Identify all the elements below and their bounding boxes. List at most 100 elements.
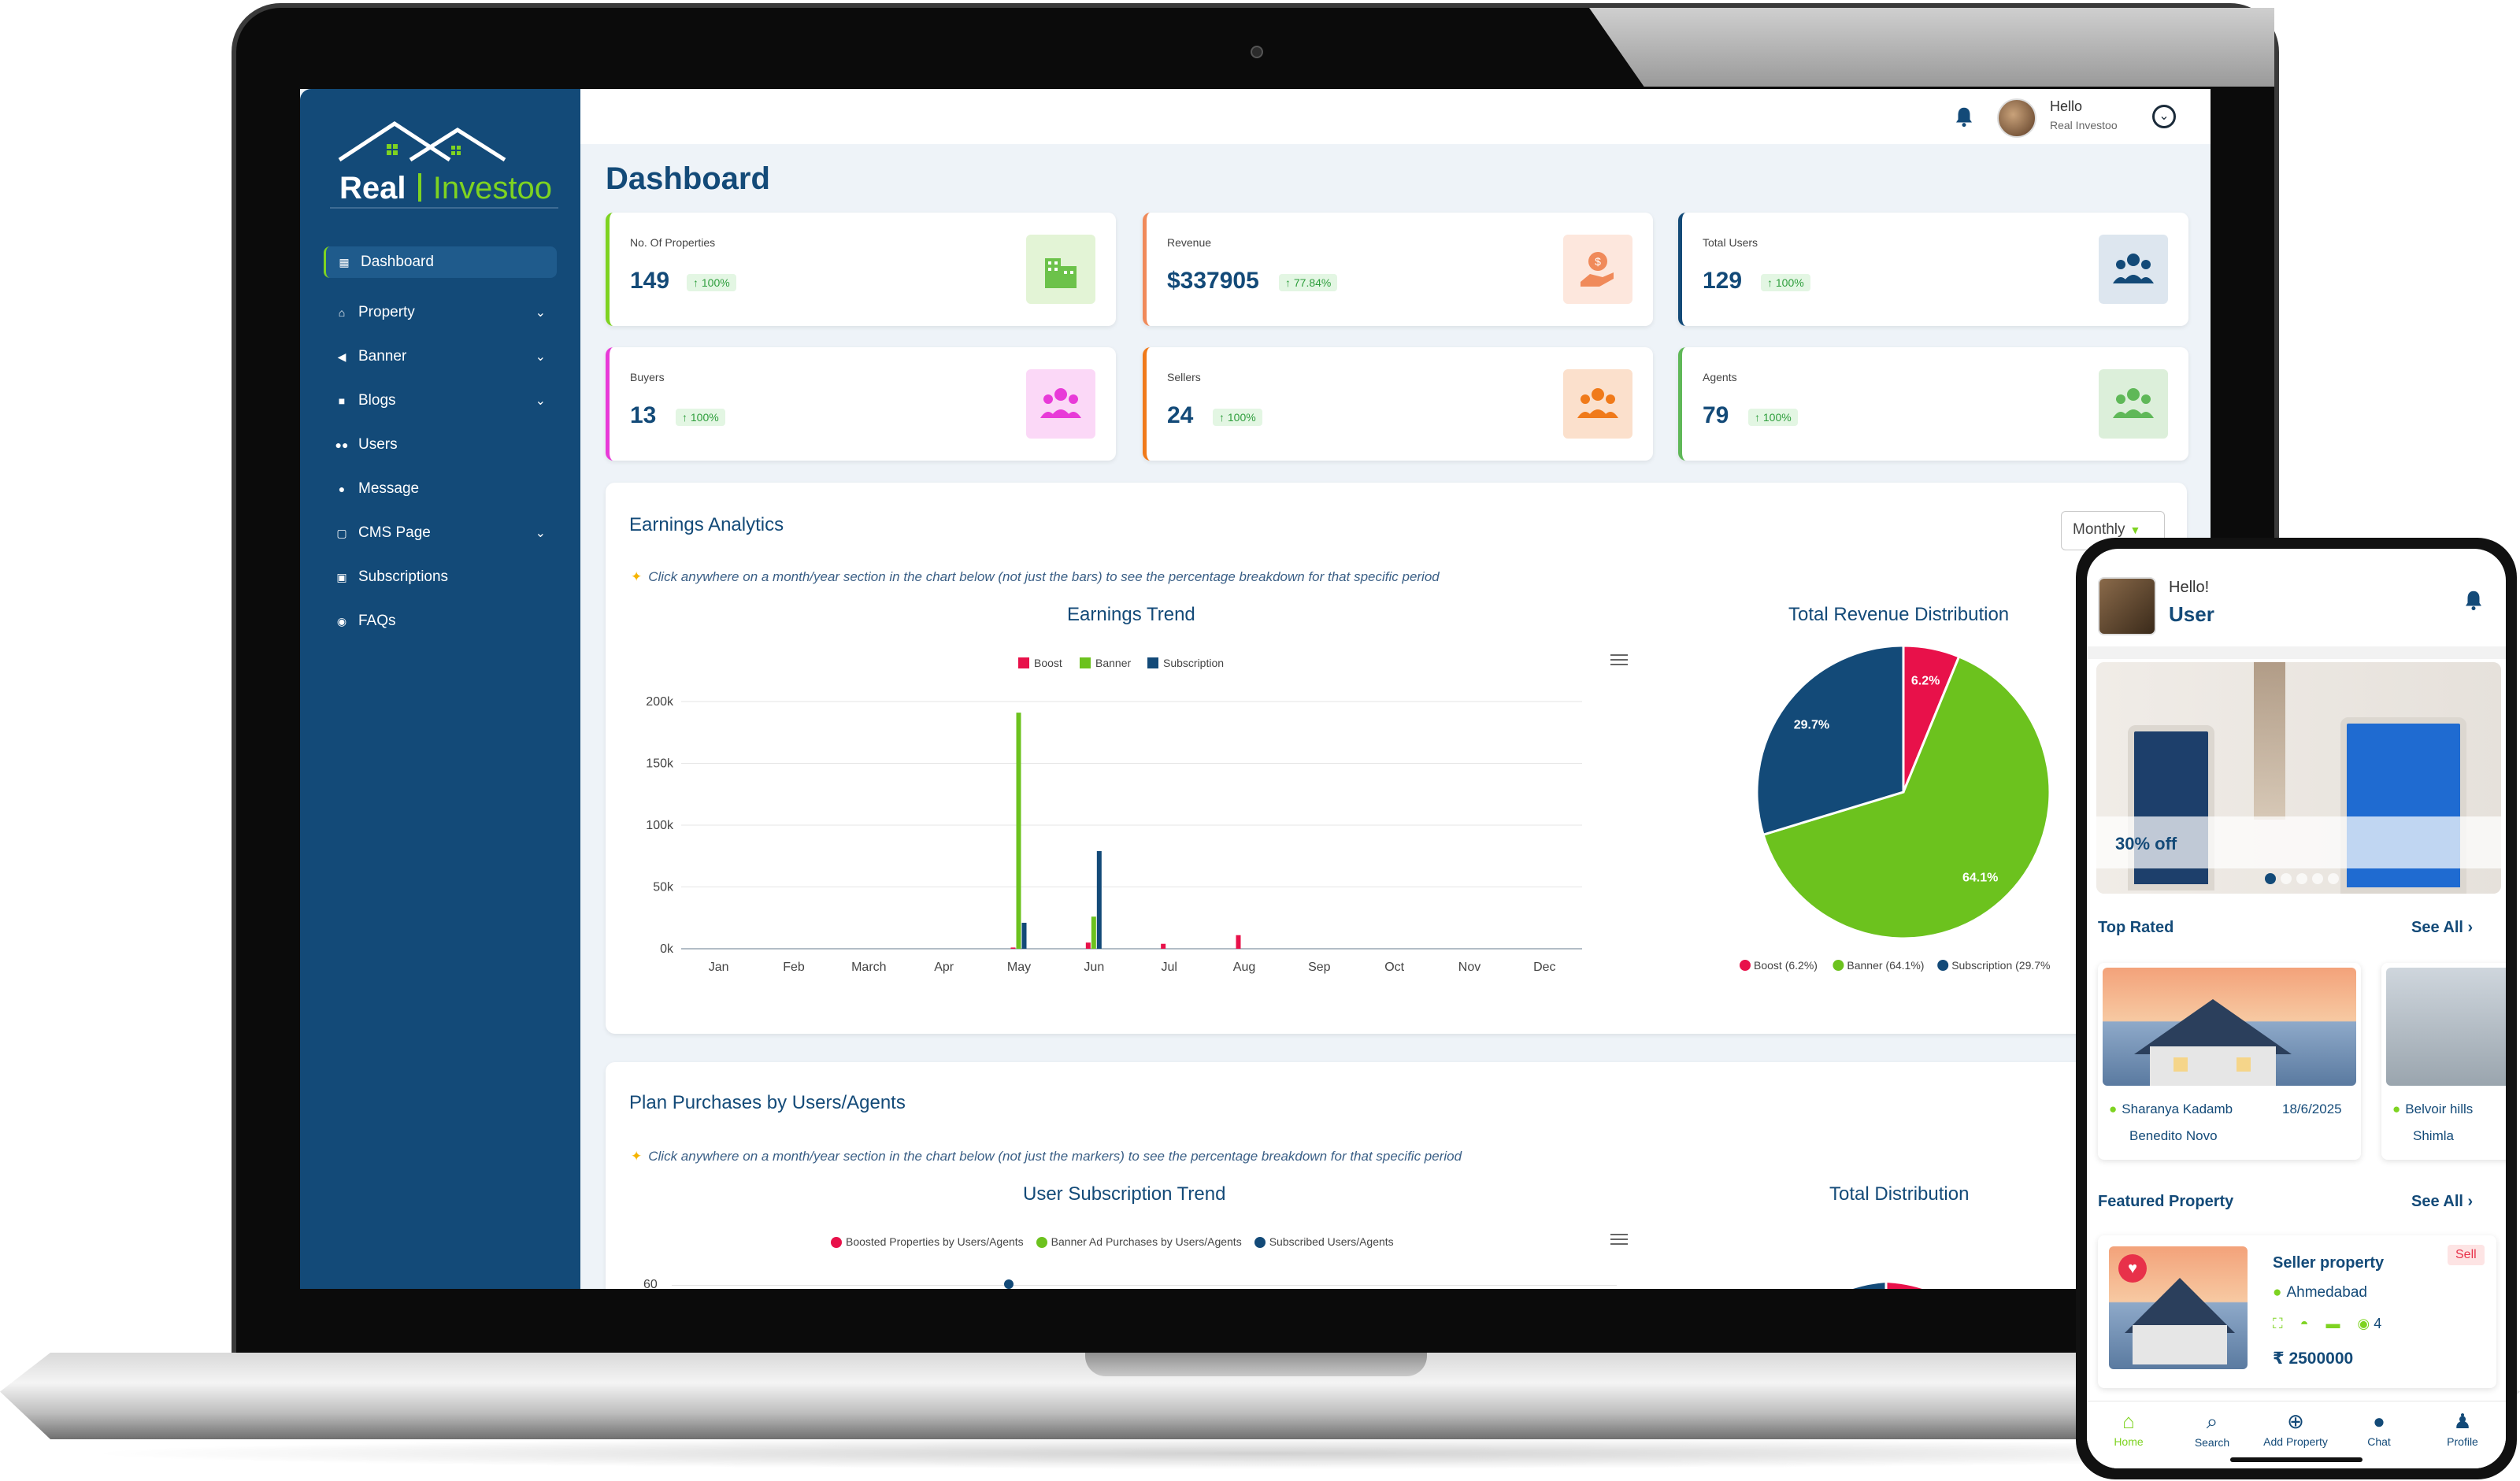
sidebar-item-banner[interactable]: ◀ Banner ⌄ [324, 335, 557, 379]
stat-card[interactable]: Total Users 129 ↑ 100% [1678, 213, 2188, 326]
property-card[interactable]: ● Belvoir hills Shimla [2381, 963, 2506, 1160]
offer-text: 30% off [2115, 834, 2177, 853]
bar-boost[interactable] [1236, 935, 1241, 949]
nav-profile[interactable]: ♟ Profile [2421, 1409, 2504, 1448]
laptop-lid-shine [1589, 8, 2274, 87]
stat-card[interactable]: Sellers 24 ↑ 100% [1143, 347, 1653, 461]
laptop-screen: Real Investoo ▦ Dashboard ⌂ Property ⌄ ◀ [300, 89, 2211, 1289]
earnings-analytics-title: Earnings Analytics [629, 514, 784, 535]
sidebar-item-cms-page[interactable]: ▢ CMS Page ⌄ [324, 511, 557, 555]
y-tick-label: 100k [646, 819, 674, 832]
total-distribution-chart[interactable] [1729, 1267, 2044, 1289]
nav-search[interactable]: ⌕ Search [2170, 1409, 2254, 1449]
pie-slice-label: 6.2% [1911, 675, 1940, 688]
bar-banner[interactable] [1091, 916, 1096, 949]
search-icon: ⌕ [2206, 1409, 2218, 1433]
legend-label[interactable]: Subscription (29.7% [1951, 959, 2050, 972]
legend-item[interactable]: Subscribed Users/Agents [1254, 1235, 1394, 1249]
offer-banner[interactable]: 30% off [2096, 662, 2501, 894]
nav-add-property[interactable]: ⊕ Add Property [2254, 1409, 2337, 1448]
legend-label[interactable]: Subscription [1163, 657, 1224, 669]
sidebar-item-users[interactable]: ●● Users [324, 423, 557, 467]
bar-banner[interactable] [1016, 713, 1021, 949]
banner-photo-vine [2254, 662, 2285, 820]
pie-slice-subscription[interactable] [1755, 644, 1905, 837]
featured-see-all[interactable]: See All › [2411, 1193, 2474, 1210]
logo-divider [417, 173, 421, 202]
phone-notification-bell-icon[interactable] [2462, 588, 2485, 612]
bar-subscription[interactable] [1096, 850, 1102, 949]
location-pin-icon: ● [2109, 1101, 2118, 1116]
sidebar-item-message[interactable]: ● Message [324, 467, 557, 511]
logo-houses-icon [338, 121, 506, 162]
legend-label[interactable]: Boost (6.2%) [1754, 959, 1818, 972]
earnings-trend-chart[interactable]: Boost Banner Subscription 0k 50k 100k 150k 200k… [606, 640, 1629, 1018]
phone-avatar[interactable] [2098, 577, 2156, 635]
stat-label: Agents [1703, 371, 1737, 383]
chart-menu-icon[interactable] [1610, 654, 1628, 667]
sidebar-item-subscriptions[interactable]: ▣ Subscriptions [324, 555, 557, 599]
line-marker[interactable] [1004, 1279, 1014, 1289]
account-menu-chevron-icon[interactable]: ⌄ [2152, 105, 2176, 128]
sell-badge: Sell [2448, 1245, 2485, 1265]
property-card[interactable]: ● Sharanya Kadamb 18/6/2025 Benedito Novo [2098, 963, 2361, 1160]
stat-change-badge: ↑ 100% [687, 274, 736, 291]
phone-screen: Hello! User 30% off Top Rated See All › … [2087, 549, 2506, 1468]
sidebar-item-label: Dashboard [361, 254, 434, 270]
sidebar-item-label: Blogs [358, 392, 396, 409]
bar-boost[interactable] [1085, 942, 1091, 949]
stat-change-badge: ↑ 77.84% [1279, 274, 1338, 291]
x-tick-label: Jan [709, 961, 729, 974]
stat-card[interactable]: Revenue $337905 ↑ 77.84% $ [1143, 213, 1653, 326]
stat-card[interactable]: Buyers 13 ↑ 100% [606, 347, 1116, 461]
location-pin-icon: ● [2273, 1284, 2282, 1301]
x-tick-label: Apr [934, 961, 954, 974]
users-icon [1563, 369, 1632, 439]
legend-item[interactable]: Banner Ad Purchases by Users/Agents [1036, 1235, 1242, 1249]
top-rated-see-all[interactable]: See All › [2411, 919, 2474, 936]
legend-label[interactable]: Boost [1034, 657, 1062, 669]
chart-menu-icon[interactable] [1610, 1234, 1628, 1246]
carousel-dots[interactable] [2265, 873, 2339, 884]
bar-subscription[interactable] [1021, 923, 1027, 949]
stat-card[interactable]: Agents 79 ↑ 100% [1678, 347, 2188, 461]
sidebar-item-dashboard[interactable]: ▦ Dashboard [324, 246, 557, 278]
avatar[interactable] [1997, 98, 2036, 138]
phone-header-divider [2087, 646, 2506, 659]
featured-property-card[interactable]: ♥ Seller property ● Ahmedabad ⛶ ◓ ▬ ◉ 4 ₹ 25… [2098, 1235, 2496, 1388]
pie-slice-boost[interactable] [1886, 1283, 2009, 1289]
area-icon: ⛶ [2273, 1316, 2283, 1331]
stat-card[interactable]: No. Of Properties 149 ↑ 100% [606, 213, 1116, 326]
notification-bell-icon[interactable] [1952, 105, 1976, 128]
lightbulb-icon: ✦ [631, 569, 643, 584]
revenue-distribution-title: Total Revenue Distribution [1788, 604, 2010, 625]
sidebar-item-label: CMS Page [358, 524, 431, 541]
home-indicator [2230, 1457, 2362, 1462]
total-distribution-title: Total Distribution [1829, 1183, 1970, 1205]
legend-item[interactable]: Boosted Properties by Users/Agents [831, 1235, 1024, 1249]
nav-chat[interactable]: ● Chat [2337, 1409, 2421, 1448]
legend-label[interactable]: Banner [1095, 657, 1131, 669]
favorite-heart-icon[interactable]: ♥ [2118, 1254, 2147, 1283]
gridline [672, 1285, 1617, 1286]
sidebar-item-blogs[interactable]: ■ Blogs ⌄ [324, 379, 557, 423]
users-icon [1026, 369, 1095, 439]
pie-slice-banner[interactable] [1762, 654, 2051, 940]
y-tick-label: 60 [643, 1278, 658, 1289]
logo[interactable]: Real Investoo [324, 113, 557, 215]
subscription-trend-legend: Boosted Properties by Users/Agents Banne… [831, 1235, 1394, 1249]
sidebar-item-faqs[interactable]: ◉ FAQs [324, 599, 557, 643]
logo-divider-rule [330, 207, 558, 209]
pie-slice-subscription[interactable] [1771, 1283, 1886, 1289]
featured-property-amenities: ⛶ ◓ ▬ ◉ 4 [2273, 1316, 2381, 1332]
bar-boost[interactable] [1010, 947, 1016, 949]
bar-boost[interactable] [1161, 943, 1166, 949]
sidebar-item-property[interactable]: ⌂ Property ⌄ [324, 291, 557, 335]
revenue-distribution-chart[interactable]: 6.2% 64.1% 29.7% Boost (6.2%) Banner (64.1%)… [1740, 640, 2181, 1018]
legend-label[interactable]: Banner (64.1%) [1847, 959, 1924, 972]
clipboard-icon: ▢ [336, 526, 347, 539]
nav-home[interactable]: ⌂ Home [2087, 1409, 2170, 1448]
stat-value: 129 [1703, 268, 1743, 294]
chevron-down-icon: ⌄ [535, 306, 546, 320]
period-dropdown-value: Monthly [2073, 521, 2125, 538]
